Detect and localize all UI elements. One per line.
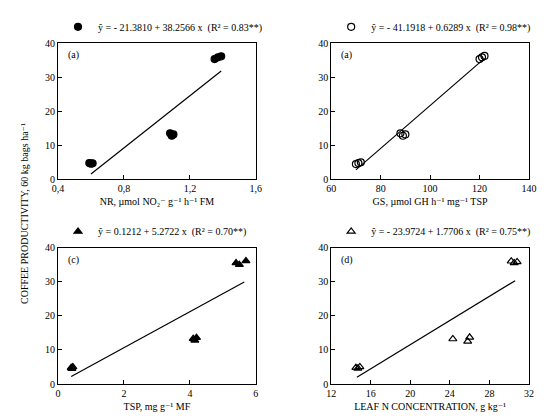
svg-text:LEAF N CONCENTRATION, g kg⁻¹: LEAF N CONCENTRATION, g kg⁻¹	[354, 401, 506, 412]
svg-text:0,4: 0,4	[52, 183, 65, 194]
svg-text:10: 10	[45, 344, 55, 355]
svg-text:28: 28	[484, 388, 494, 399]
svg-text:0,8: 0,8	[118, 183, 131, 194]
svg-text:40: 40	[318, 38, 328, 49]
svg-text:40: 40	[45, 242, 55, 253]
svg-text:20: 20	[45, 310, 55, 321]
svg-text:30: 30	[318, 276, 328, 287]
svg-text:60: 60	[326, 183, 336, 194]
svg-text:(d): (d)	[341, 254, 353, 266]
svg-text:0: 0	[323, 379, 328, 390]
svg-text:0: 0	[323, 174, 328, 185]
svg-text:0: 0	[56, 388, 61, 399]
svg-text:6: 6	[253, 388, 258, 399]
svg-text:GS, µmol GH h⁻¹ mg⁻¹ TSP: GS, µmol GH h⁻¹ mg⁻¹ TSP	[373, 196, 488, 207]
svg-text:ŷ = - 21.3810 + 38.2566 x (R²: ŷ = - 21.3810 + 38.2566 x (R² = 0.83**)	[98, 22, 262, 34]
svg-text:30: 30	[45, 276, 55, 287]
svg-text:20: 20	[405, 388, 415, 399]
svg-text:ŷ = - 23.9724 + 1.7706 x (R²: ŷ = - 23.9724 + 1.7706 x (R² = 0.75**)	[371, 226, 530, 238]
svg-text:20: 20	[318, 310, 328, 321]
svg-text:0: 0	[50, 379, 55, 390]
svg-text:30: 30	[45, 72, 55, 83]
svg-text:120: 120	[472, 183, 487, 194]
svg-text:1,6: 1,6	[250, 183, 263, 194]
svg-text:4: 4	[187, 388, 192, 399]
svg-text:2: 2	[121, 388, 126, 399]
svg-text:30: 30	[318, 72, 328, 83]
svg-text:20: 20	[318, 106, 328, 117]
svg-text:24: 24	[445, 388, 455, 399]
svg-text:40: 40	[45, 38, 55, 49]
svg-text:TSP, mg g⁻¹ MF: TSP, mg g⁻¹ MF	[124, 401, 191, 412]
svg-text:100: 100	[423, 183, 438, 194]
svg-text:40: 40	[318, 242, 328, 253]
svg-text:10: 10	[318, 140, 328, 151]
svg-text:ŷ = - 41.1918 + 0.6289 x (R²: ŷ = - 41.1918 + 0.6289 x (R² = 0.98**)	[371, 22, 530, 34]
svg-text:COFFEE PRODUCTIVITY, 60 kg bag: COFFEE PRODUCTIVITY, 60 kg bags ha⁻¹	[19, 123, 30, 304]
svg-text:(c): (c)	[68, 254, 79, 266]
svg-text:32: 32	[524, 388, 534, 399]
svg-text:10: 10	[318, 344, 328, 355]
svg-text:20: 20	[45, 106, 55, 117]
svg-text:10: 10	[45, 140, 55, 151]
svg-text:12: 12	[326, 388, 336, 399]
svg-text:(a): (a)	[68, 49, 79, 61]
svg-text:16: 16	[366, 388, 376, 399]
svg-text:140: 140	[522, 183, 537, 194]
svg-text:ŷ = 0.1212 + 5.2722 x (R² = 0: ŷ = 0.1212 + 5.2722 x (R² = 0.70**)	[98, 226, 246, 238]
svg-text:1,2: 1,2	[184, 183, 197, 194]
svg-text:(a): (a)	[341, 49, 352, 61]
svg-text:80: 80	[376, 183, 386, 194]
svg-text:0: 0	[50, 174, 55, 185]
svg-text:NR, µmol NO₂⁻ g⁻¹ h⁻¹ FM: NR, µmol NO₂⁻ g⁻¹ h⁻¹ FM	[100, 196, 215, 207]
